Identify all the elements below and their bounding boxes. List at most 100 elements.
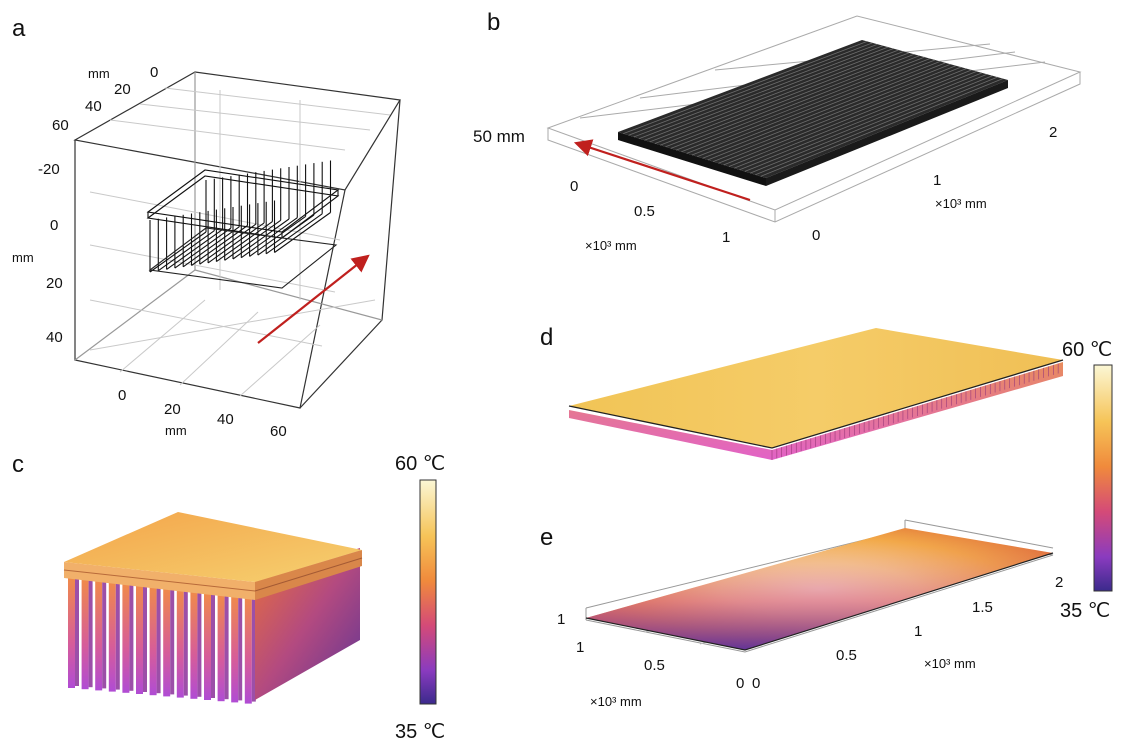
panel-a-tick-top-3: 60 <box>52 117 69 134</box>
panel-a-fins <box>149 160 332 273</box>
panel-c-fin <box>244 597 252 704</box>
panel-c-fin-shadow <box>170 586 175 695</box>
panel-a-fin <box>174 176 232 269</box>
panel-c-fin-shadow <box>143 583 147 692</box>
panel-a-fin <box>215 169 273 263</box>
panel-c-fin <box>136 585 143 694</box>
panel-c-fin-shadow <box>211 591 215 698</box>
panel-c-fin <box>204 593 211 700</box>
panel-b-fin-line <box>728 69 972 167</box>
panel-a-tick-bottom-3: 60 <box>270 423 287 440</box>
panel-e-tick-left-0: 1 <box>576 639 584 656</box>
panel-b-fin-line <box>749 75 993 174</box>
panel-b-unit-right: ×10³ mm <box>935 196 987 211</box>
panel-a-fin <box>249 164 307 257</box>
panel-b-unit-left: ×10³ mm <box>585 238 637 253</box>
panel-c-fin <box>190 591 198 699</box>
panel-c-fin <box>122 584 130 693</box>
panel-c-fin <box>217 594 225 702</box>
colorbar-c-min-label: 35 ℃ <box>395 721 445 743</box>
panel-b-fin-line <box>691 59 936 156</box>
panel-a-tick-top-0: 0 <box>150 64 158 81</box>
panel-c-fin-shadow <box>183 588 188 696</box>
panel-a-tick-left-2: 20 <box>46 275 63 292</box>
panel-c-fin <box>176 590 184 698</box>
panel-b-fin-line <box>755 76 998 176</box>
panel-b-tick-right-2: 2 <box>1049 124 1057 141</box>
panel-a-fin <box>273 160 332 253</box>
panel-e-unit-right: ×10³ mm <box>924 656 976 671</box>
panel-a-mm-left: mm <box>12 250 34 265</box>
panel-b-fin-line <box>660 51 904 146</box>
panel-a-fin <box>265 161 323 255</box>
panel-a-mm-bottom: mm <box>165 423 187 438</box>
panel-a-bounding-box <box>73 71 401 409</box>
panel-e-tick-right-1: 0.5 <box>836 647 857 664</box>
panel-e-tick-right-3: 1.5 <box>972 599 993 616</box>
panel-e-tick-left-2: 0 <box>736 675 744 692</box>
panel-a-flow-arrow <box>257 254 370 344</box>
panel-a-fin <box>199 172 257 265</box>
panel-d-top-face <box>569 328 1063 448</box>
panel-b-fin-line <box>739 72 983 171</box>
panel-b-fin-line <box>723 68 967 166</box>
panel-a-fin <box>232 167 290 260</box>
panel-a-fin <box>257 163 315 256</box>
panel-a-tick-left-1: 0 <box>50 217 58 234</box>
panel-e-tick-height: 1 <box>557 611 565 628</box>
panel-b-fin-line <box>633 43 878 138</box>
panel-c-top-face <box>64 512 362 582</box>
panel-c-fin <box>149 587 157 696</box>
panel-c-fin-shadow <box>102 579 107 689</box>
panel-a-tick-left-0: -20 <box>38 161 60 178</box>
panel-a-tick-top-2: 40 <box>85 98 102 115</box>
panel-b-fin-line <box>760 78 1003 177</box>
panel-a-tick-top-1: 20 <box>114 81 131 98</box>
panel-a-tick-left-3: 40 <box>46 329 63 346</box>
panel-b-fin-line <box>734 71 977 169</box>
colorbar-c-gradient <box>419 479 437 705</box>
panel-c-fins <box>68 576 256 704</box>
panel-a-fin <box>240 165 298 259</box>
colorbar-de-max-label: 60 ℃ <box>1062 339 1112 361</box>
panel-d: d <box>540 324 1064 460</box>
panel-a-fin <box>166 177 224 270</box>
panel-b-fin-line <box>654 49 899 144</box>
panel-a-fin <box>157 178 215 272</box>
panel-c-fin-shadow <box>75 576 79 686</box>
colorbar-de-gradient <box>1093 364 1113 592</box>
panel-b-heatsink <box>618 40 1008 186</box>
panel-b-flow-arrow <box>573 139 751 202</box>
colorbar-de-min-label: 35 ℃ <box>1060 600 1110 622</box>
panel-c-fin <box>231 596 239 703</box>
panel-d-fins <box>569 362 1063 460</box>
panel-b-fin-line <box>744 73 988 172</box>
panel-a-letter: a <box>12 15 26 42</box>
panel-b-fin-line <box>649 48 894 143</box>
panel-c-fin-shadow <box>115 580 120 690</box>
panel-b-fin-line <box>665 52 910 148</box>
panel-c-fin <box>81 579 89 690</box>
panel-a-fin <box>149 180 207 273</box>
panel-b-fin-line <box>686 58 930 154</box>
colorbar-de: 60 ℃ 35 ℃ <box>1060 339 1113 622</box>
panel-b-tick-left-1: 0.5 <box>634 203 655 220</box>
panel-e: e 1 1 0.5 0 ×10³ mm 0 0.5 1 1.5 2 ×10³ m… <box>540 519 1063 709</box>
panel-a-grid <box>89 87 391 397</box>
panel-a: a <box>12 15 401 440</box>
panel-c-fin <box>108 582 116 692</box>
panel-b-tick-right-1: 1 <box>933 172 941 189</box>
panel-c-fin-shadow <box>238 594 243 701</box>
panel-c-fin-shadow <box>129 582 134 691</box>
panel-b-fin-line <box>718 66 962 164</box>
colorbar-c: 60 ℃ 35 ℃ <box>395 453 445 743</box>
panel-a-tick-bottom-1: 20 <box>164 401 181 418</box>
panel-c-fin-shadow <box>251 595 256 702</box>
panel-b-fin-line <box>681 56 925 153</box>
panel-b: b 50 mm 0 0.5 1 ×10³ mm 0 1 2 ×10³ mm <box>473 9 1082 253</box>
panel-c-fin-shadow <box>156 585 161 694</box>
panel-b-fin-line <box>670 53 915 149</box>
panel-d-letter: d <box>540 324 553 351</box>
panel-b-letter: b <box>487 9 500 36</box>
